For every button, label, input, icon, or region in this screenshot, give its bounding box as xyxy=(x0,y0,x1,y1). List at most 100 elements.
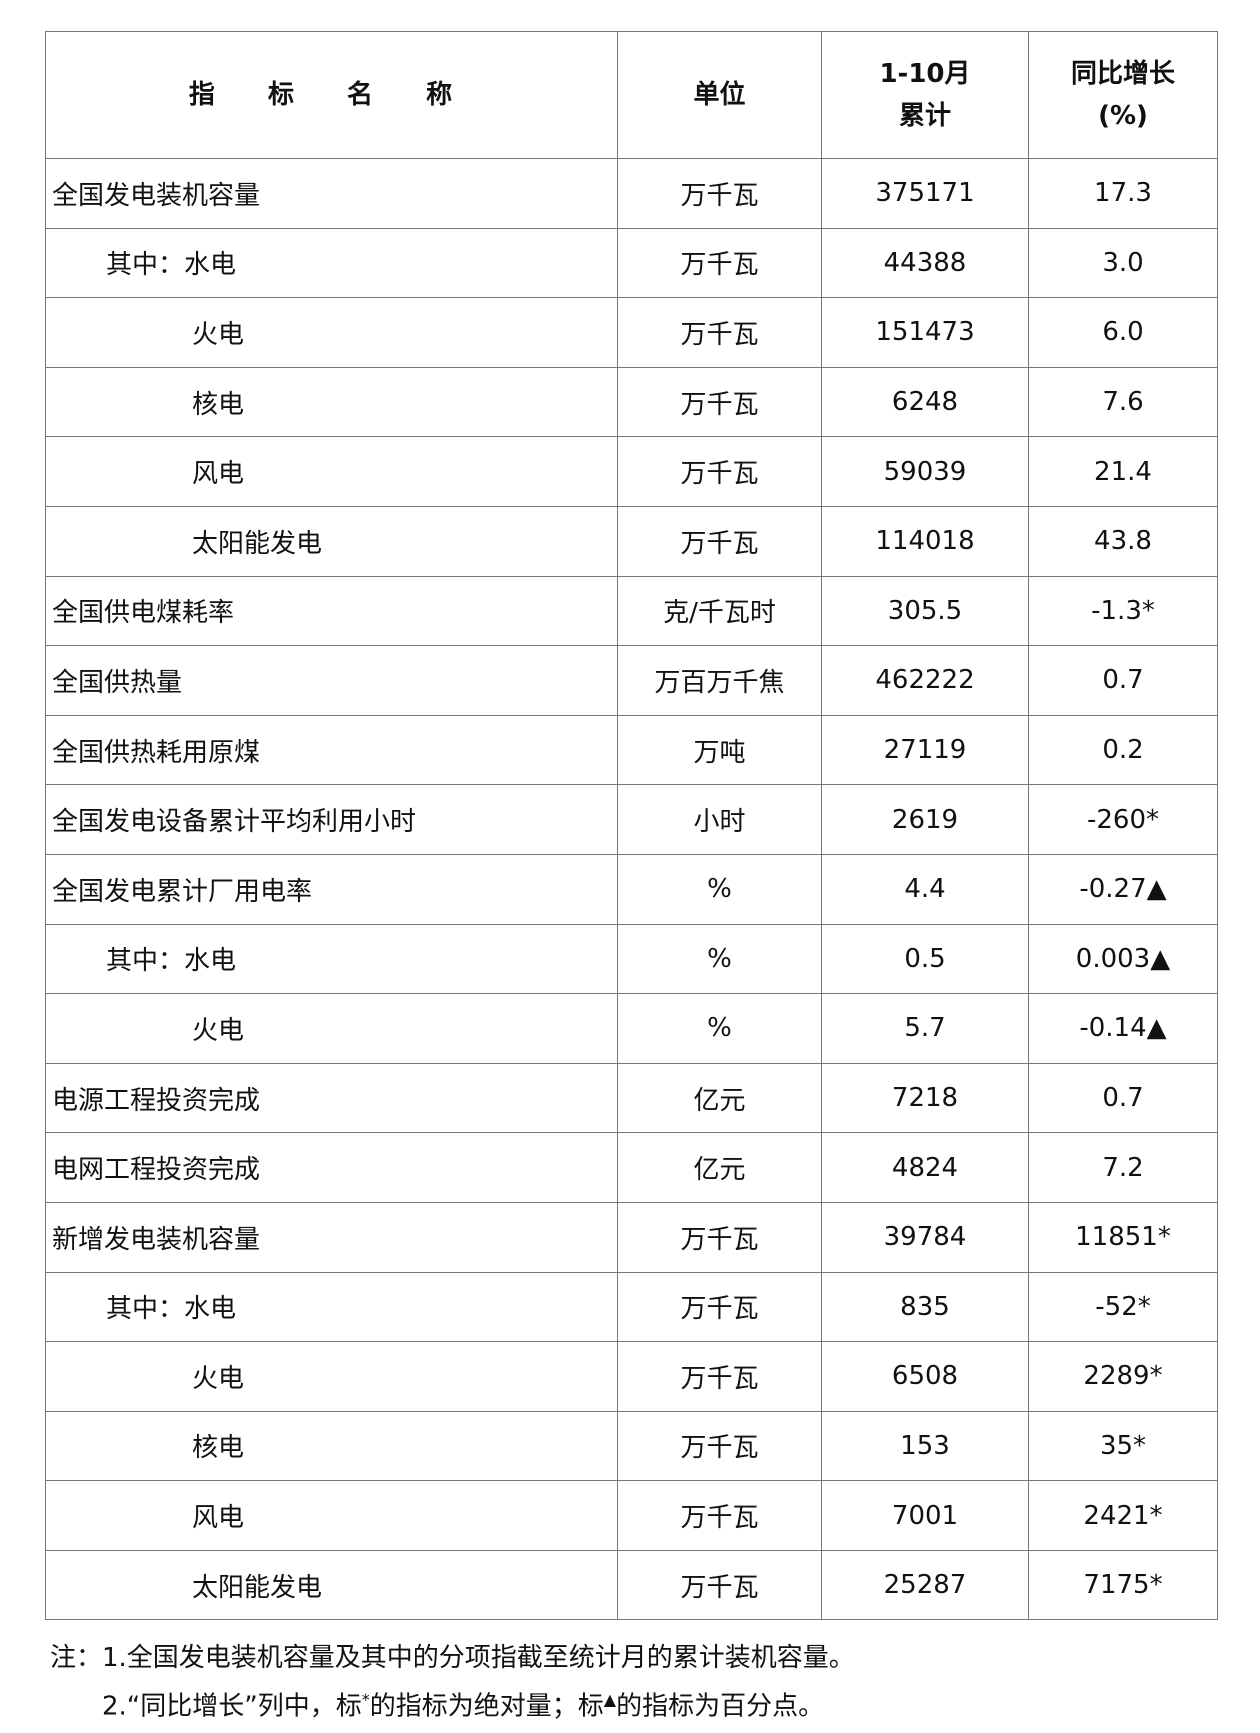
cell-indicator-name: 风电 xyxy=(45,1480,618,1551)
table-row: 核电 万千瓦 6248 7.6 xyxy=(45,366,1218,438)
cell-unit: 万千瓦 xyxy=(617,1480,822,1551)
cell-cumulative: 27119 xyxy=(821,714,1029,786)
footnote-1: 注：1.全国发电装机容量及其中的分项指截至统计月的累计装机容量。 xyxy=(50,1643,855,1673)
cell-cumulative: 375171 xyxy=(821,158,1029,229)
cell-yoy-growth: -52* xyxy=(1028,1271,1218,1343)
cell-cumulative: 5.7 xyxy=(821,993,1029,1064)
cell-indicator-name: 太阳能发电 xyxy=(45,1549,618,1621)
cell-unit: 克/千瓦时 xyxy=(617,575,822,647)
cell-cumulative: 44388 xyxy=(821,227,1029,299)
cell-unit: % xyxy=(617,853,822,925)
cell-indicator-name: 火电 xyxy=(45,297,618,368)
cell-unit: % xyxy=(617,923,822,995)
table-row: 火电% 5.7 -0.14▲ xyxy=(45,993,1218,1064)
cell-indicator-name: 核电 xyxy=(45,1410,618,1482)
cell-cumulative: 39784 xyxy=(821,1201,1029,1273)
cell-cumulative: 0.5 xyxy=(821,923,1029,995)
table-row: 全国供热量 万百万千焦 462222 0.7 xyxy=(45,645,1218,716)
header-indicator-name: 指 标 名 称 xyxy=(45,31,618,159)
cell-indicator-name: 电源工程投资完成 xyxy=(45,1062,618,1134)
cell-yoy-growth: 6.0 xyxy=(1028,297,1218,368)
cell-cumulative: 835 xyxy=(821,1271,1029,1343)
cell-yoy-growth: 0.2 xyxy=(1028,714,1218,786)
cell-indicator-name: 全国发电装机容量 xyxy=(45,158,618,229)
header-row: 指 标 名 称 单位 1-10月 累计 同比增长 (%) xyxy=(45,31,1218,159)
cell-yoy-growth: 11851* xyxy=(1028,1201,1218,1273)
cell-unit: 万千瓦 xyxy=(617,505,822,577)
cell-unit: 万千瓦 xyxy=(617,1341,822,1412)
cell-unit: 亿元 xyxy=(617,1062,822,1134)
cell-cumulative: 462222 xyxy=(821,645,1029,716)
cell-cumulative: 4.4 xyxy=(821,853,1029,925)
cell-yoy-growth: 7.2 xyxy=(1028,1132,1218,1203)
table-row: 太阳能发电 万千瓦 114018 43.8 xyxy=(45,505,1218,577)
cell-cumulative: 153 xyxy=(821,1410,1029,1482)
cell-indicator-name: 全国发电设备累计平均利用小时 xyxy=(45,784,618,855)
table-row: 其中：水电 万千瓦 835 -52* xyxy=(45,1271,1218,1343)
cell-indicator-name: 其中：水电 xyxy=(45,1271,618,1343)
cell-indicator-name: 全国供电煤耗率 xyxy=(45,575,618,647)
table-row: 其中：水电% 0.5 0.003▲ xyxy=(45,923,1218,995)
cell-yoy-growth: 2289* xyxy=(1028,1341,1218,1412)
table-row: 火电 万千瓦 6508 2289* xyxy=(45,1341,1218,1412)
cell-indicator-name: 风电 xyxy=(45,436,618,507)
cell-cumulative: 2619 xyxy=(821,784,1029,855)
cell-cumulative: 114018 xyxy=(821,505,1029,577)
cell-cumulative: 4824 xyxy=(821,1132,1029,1203)
header-cumulative: 1-10月 累计 xyxy=(821,31,1029,159)
cell-yoy-growth: 3.0 xyxy=(1028,227,1218,299)
cell-unit: 万千瓦 xyxy=(617,1201,822,1273)
cell-unit: 万千瓦 xyxy=(617,297,822,368)
cell-indicator-name: 新增发电装机容量 xyxy=(45,1201,618,1273)
cell-yoy-growth: 17.3 xyxy=(1028,158,1218,229)
cell-indicator-name: 火电 xyxy=(45,993,618,1064)
cell-unit: 小时 xyxy=(617,784,822,855)
table-row: 风电 万千瓦 7001 2421* xyxy=(45,1480,1218,1551)
cell-yoy-growth: 21.4 xyxy=(1028,436,1218,507)
footnotes: 注：1.全国发电装机容量及其中的分项指截至统计月的累计装机容量。 2.“同比增长… xyxy=(50,1637,855,1728)
cell-unit: 万千瓦 xyxy=(617,227,822,299)
cell-indicator-name: 其中：水电 xyxy=(45,923,618,995)
table-row: 电网工程投资完成 亿元 4824 7.2 xyxy=(45,1132,1218,1203)
cell-yoy-growth: -0.27▲ xyxy=(1028,853,1218,925)
statistics-table: 指 标 名 称 单位 1-10月 累计 同比增长 (%) 全国发电装机容量 万千瓦 37… xyxy=(45,31,1218,1621)
table-row: 新增发电装机容量 万千瓦 39784 11851* xyxy=(45,1201,1218,1273)
cell-yoy-growth: 0.7 xyxy=(1028,645,1218,716)
cell-unit: 万千瓦 xyxy=(617,1410,822,1482)
cell-cumulative: 59039 xyxy=(821,436,1029,507)
table-row: 太阳能发电 万千瓦 25287 7175* xyxy=(45,1549,1218,1621)
cell-cumulative: 7001 xyxy=(821,1480,1029,1551)
table-row: 全国发电设备累计平均利用小时 小时 2619 -260* xyxy=(45,784,1218,855)
cell-unit: 万吨 xyxy=(617,714,822,786)
cell-indicator-name: 火电 xyxy=(45,1341,618,1412)
table-row: 全国发电累计厂用电率% 4.4 -0.27▲ xyxy=(45,853,1218,925)
cell-yoy-growth: -0.14▲ xyxy=(1028,993,1218,1064)
cell-cumulative: 6508 xyxy=(821,1341,1029,1412)
cell-indicator-name: 核电 xyxy=(45,366,618,438)
table-row: 风电 万千瓦 59039 21.4 xyxy=(45,436,1218,507)
table-row: 全国发电装机容量 万千瓦 375171 17.3 xyxy=(45,158,1218,229)
cell-indicator-name: 全国供热耗用原煤 xyxy=(45,714,618,786)
cell-unit: 亿元 xyxy=(617,1132,822,1203)
table-row: 全国供电煤耗率 克/千瓦时 305.5 -1.3* xyxy=(45,575,1218,647)
table-row: 电源工程投资完成 亿元 7218 0.7 xyxy=(45,1062,1218,1134)
cell-unit: 万千瓦 xyxy=(617,1271,822,1343)
header-yoy-growth: 同比增长 (%) xyxy=(1028,31,1218,159)
cell-indicator-name: 太阳能发电 xyxy=(45,505,618,577)
cell-indicator-name: 电网工程投资完成 xyxy=(45,1132,618,1203)
cell-yoy-growth: 7.6 xyxy=(1028,366,1218,438)
cell-indicator-name: 其中：水电 xyxy=(45,227,618,299)
cell-cumulative: 25287 xyxy=(821,1549,1029,1621)
cell-yoy-growth: 0.7 xyxy=(1028,1062,1218,1134)
cell-unit: 万千瓦 xyxy=(617,1549,822,1621)
cell-unit: 万千瓦 xyxy=(617,366,822,438)
table-row: 其中：水电 万千瓦 44388 3.0 xyxy=(45,227,1218,299)
cell-yoy-growth: -260* xyxy=(1028,784,1218,855)
header-unit: 单位 xyxy=(617,31,822,159)
footnote-2: 2.“同比增长”列中，标*的指标为绝对量；标▲的指标为百分点。 xyxy=(102,1690,825,1722)
cell-unit: % xyxy=(617,993,822,1064)
cell-yoy-growth: -1.3* xyxy=(1028,575,1218,647)
cell-cumulative: 6248 xyxy=(821,366,1029,438)
cell-indicator-name: 全国发电累计厂用电率 xyxy=(45,853,618,925)
table-row: 核电 万千瓦 153 35* xyxy=(45,1410,1218,1482)
